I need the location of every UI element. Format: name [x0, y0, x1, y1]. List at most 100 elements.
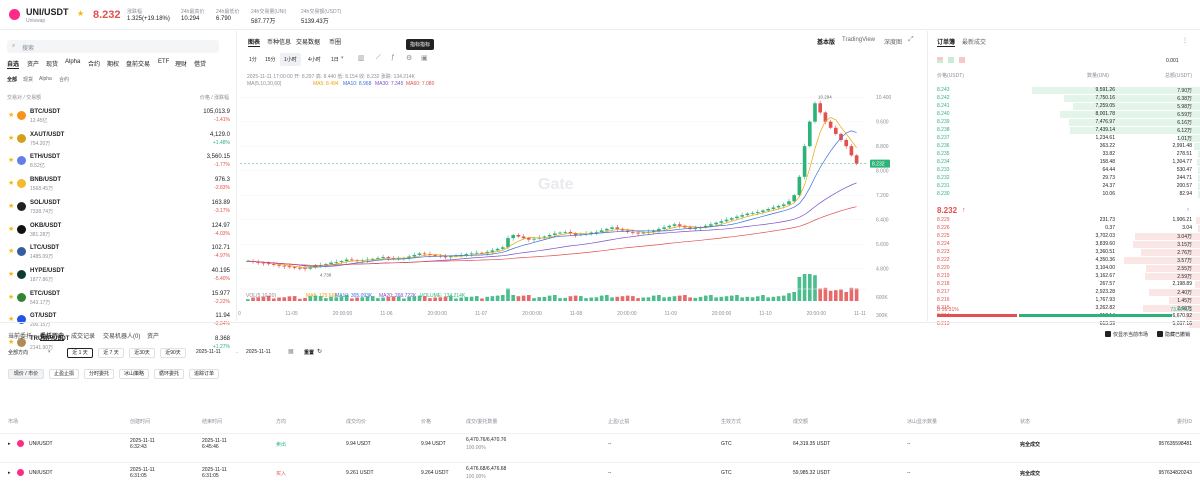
tab-order-book[interactable]: 订单簿 [937, 37, 956, 47]
tab-favorites[interactable]: 自选 [7, 59, 20, 69]
order-row[interactable]: ▸ UNI/USDT 2025-11-11 6:31:05 2025-11-11… [0, 462, 1200, 490]
ask-row[interactable]: 8.237 1,234.61 1.01万 [929, 135, 1200, 142]
date-from[interactable]: 2025-11-11 [196, 349, 221, 355]
tab-order-history[interactable]: 委托历史 [40, 331, 65, 341]
favorite-star-icon[interactable]: ★ [8, 157, 15, 165]
draw-tool-icon[interactable]: ⟋ [376, 54, 381, 61]
filter-iceberg[interactable]: 冰山策略 [119, 369, 149, 379]
favorite-star-icon[interactable]: ★ [8, 270, 15, 278]
tab-trade-data[interactable]: 交易数据 [296, 40, 321, 46]
col-pair-header[interactable]: 交易对 / 交易额 [7, 95, 42, 101]
range-90d[interactable]: 近90天 [160, 348, 186, 358]
favorite-star-icon[interactable]: ★ [8, 293, 15, 301]
more-icon[interactable]: ⋮ [1182, 38, 1188, 44]
favorite-star-icon[interactable]: ★ [8, 202, 15, 210]
favorite-star-icon[interactable]: ★ [8, 225, 15, 233]
checkbox-current-market[interactable] [1105, 331, 1111, 337]
fullscreen-icon[interactable]: ⤢ [908, 36, 914, 43]
favorite-star-icon[interactable]: ★ [8, 339, 15, 346]
favorite-star-icon[interactable]: ★ [8, 180, 15, 188]
view-tradingview[interactable]: TradingView [842, 37, 876, 43]
expand-icon[interactable]: ▸ [8, 441, 11, 447]
bid-row[interactable]: 8.224 3,839.60 3.15万 [929, 241, 1200, 248]
settings-icon[interactable]: ⚙ [406, 55, 413, 62]
view-depth[interactable]: 深度图 [884, 40, 903, 46]
ask-row[interactable]: 8.242 7,750.16 6.38万 [929, 95, 1200, 102]
tab-spot[interactable]: 现货 [46, 62, 59, 68]
bid-row[interactable]: 8.219 3,162.67 2.59万 [929, 273, 1200, 280]
ask-row[interactable]: 8.236 363.22 2,991.48 [929, 143, 1200, 150]
tab-loan[interactable]: 借贷 [194, 62, 207, 68]
order-row[interactable]: ▸ UNI/USDT 2025-11-11 6:32:43 2025-11-11… [0, 433, 1200, 461]
bid-row[interactable]: 8.218 267.57 2,198.89 [929, 281, 1200, 288]
symbol-title[interactable]: UNI/USDT [26, 7, 69, 17]
range-1d[interactable]: 近 1 天 [67, 348, 93, 358]
market-row[interactable]: ★ ETC/USDT 543.17万 15.977 -2.22% [0, 288, 237, 310]
layout-bids-icon[interactable] [948, 57, 954, 63]
tab-assets[interactable]: 资产 [147, 334, 160, 340]
bid-row[interactable]: 8.215 3,262.82 2.68万 [929, 305, 1200, 312]
filter-limit-market[interactable]: 现价 / 市价 [8, 369, 44, 379]
candlestick-chart[interactable]: 10.400 9.600 8.800 8.000 7.200 6.400 5.600 4.80… [238, 31, 928, 321]
camera-icon[interactable]: ▣ [421, 55, 428, 62]
interval-1d[interactable]: 1日 [331, 57, 339, 63]
range-7d[interactable]: 近 7 天 [98, 348, 124, 358]
market-row[interactable]: ★ GT/USDT 200.15万 11.94 -2.84% [0, 310, 237, 332]
favorite-star-icon[interactable]: ★ [8, 134, 15, 142]
tab-premarket[interactable]: 盘前交易 [126, 62, 151, 68]
subtab-futures[interactable]: 合约 [59, 77, 70, 83]
bid-row[interactable]: 8.217 2,923.28 2.40万 [929, 289, 1200, 296]
market-row[interactable]: ★ ETH/USDT 8.52亿 3,560.15 -1.77% [0, 151, 237, 173]
market-row[interactable]: ★ OKB/USDT 381.28万 124.97 -4.03% [0, 220, 237, 242]
subtab-spot[interactable]: 现货 [23, 77, 34, 83]
ask-row[interactable]: 8.232 29.73 244.71 [929, 175, 1200, 182]
market-row[interactable]: ★ SOL/USDT 7338.74万 163.89 -3.17% [0, 197, 237, 219]
tab-open-orders[interactable]: 当前委托 [8, 334, 33, 340]
ask-row[interactable]: 8.240 8,001.78 6.59万 [929, 111, 1200, 118]
tab-etf[interactable]: ETF [158, 59, 170, 65]
bid-row[interactable]: 8.229 231.73 1,906.21 [929, 217, 1200, 224]
layout-asks-icon[interactable] [959, 57, 965, 63]
favorite-star-icon[interactable]: ★ [8, 316, 15, 324]
subtab-all[interactable]: 全部 [7, 77, 18, 83]
chevron-down-icon[interactable]: ▾ [48, 349, 51, 355]
layout-both-icon[interactable] [937, 57, 943, 63]
filter-tpsl[interactable]: 止盈止损 [49, 369, 79, 379]
chevron-down-icon[interactable]: ▾ [341, 55, 344, 61]
bid-row[interactable]: 8.223 3,360.51 2.76万 [929, 249, 1200, 256]
favorite-star-icon[interactable]: ★ [8, 248, 15, 256]
tab-coin-info[interactable]: 币种信息 [267, 40, 292, 46]
market-row[interactable]: ★ BNB/USDT 1568.45万 976.3 -2.83% [0, 174, 237, 196]
ask-row[interactable]: 8.241 7,259.05 5.98万 [929, 103, 1200, 110]
reset-button[interactable]: 重置 [304, 350, 315, 356]
ask-row[interactable]: 8.234 158.48 1,304.77 [929, 159, 1200, 166]
favorite-star-icon[interactable]: ★ [8, 112, 15, 119]
interval-4h[interactable]: 4小时 [308, 57, 321, 63]
tab-alpha[interactable]: Alpha [65, 59, 81, 65]
bid-row[interactable]: 8.220 3,104.00 2.55万 [929, 265, 1200, 272]
tab-chart[interactable]: 图表 [248, 37, 261, 47]
tab-circle[interactable]: 币圈 [329, 40, 342, 46]
bid-row[interactable]: 8.222 4,350.36 3.57万 [929, 257, 1200, 264]
range-30d[interactable]: 近30天 [129, 348, 155, 358]
view-basic[interactable]: 基本版 [817, 40, 836, 46]
expand-icon[interactable]: ▸ [8, 470, 11, 476]
tab-earn[interactable]: 理财 [175, 62, 188, 68]
market-row[interactable]: ★ TRUMP/USDT 2141.90万 8.368 +1.27% [0, 333, 237, 355]
refresh-icon[interactable]: ↻ [317, 349, 323, 355]
candle-type-icon[interactable]: ▥ [358, 55, 365, 62]
bid-row[interactable]: 8.225 3,702.03 3.04万 [929, 233, 1200, 240]
tab-options[interactable]: 期权 [107, 62, 120, 68]
filter-trailing[interactable]: 追踪订单 [189, 369, 219, 379]
date-to[interactable]: 2025-11-11 [246, 349, 271, 355]
interval-1m[interactable]: 1分 [249, 57, 257, 63]
precision-select[interactable]: 0.001 [1166, 58, 1179, 64]
bid-row[interactable]: 8.213 613.39 5,037.16 [929, 321, 1200, 328]
subtab-alpha[interactable]: Alpha [39, 76, 52, 82]
calendar-icon[interactable]: ▦ [288, 349, 294, 355]
tab-bots[interactable]: 交易机器人(0) [103, 334, 141, 340]
ask-row[interactable]: 8.230 10.06 82.94 [929, 191, 1200, 198]
search-input[interactable]: ⌕ 搜索 [7, 40, 219, 53]
ask-row[interactable]: 8.231 24.37 200.57 [929, 183, 1200, 190]
ask-row[interactable]: 8.243 9,591.26 7.90万 [929, 87, 1200, 94]
